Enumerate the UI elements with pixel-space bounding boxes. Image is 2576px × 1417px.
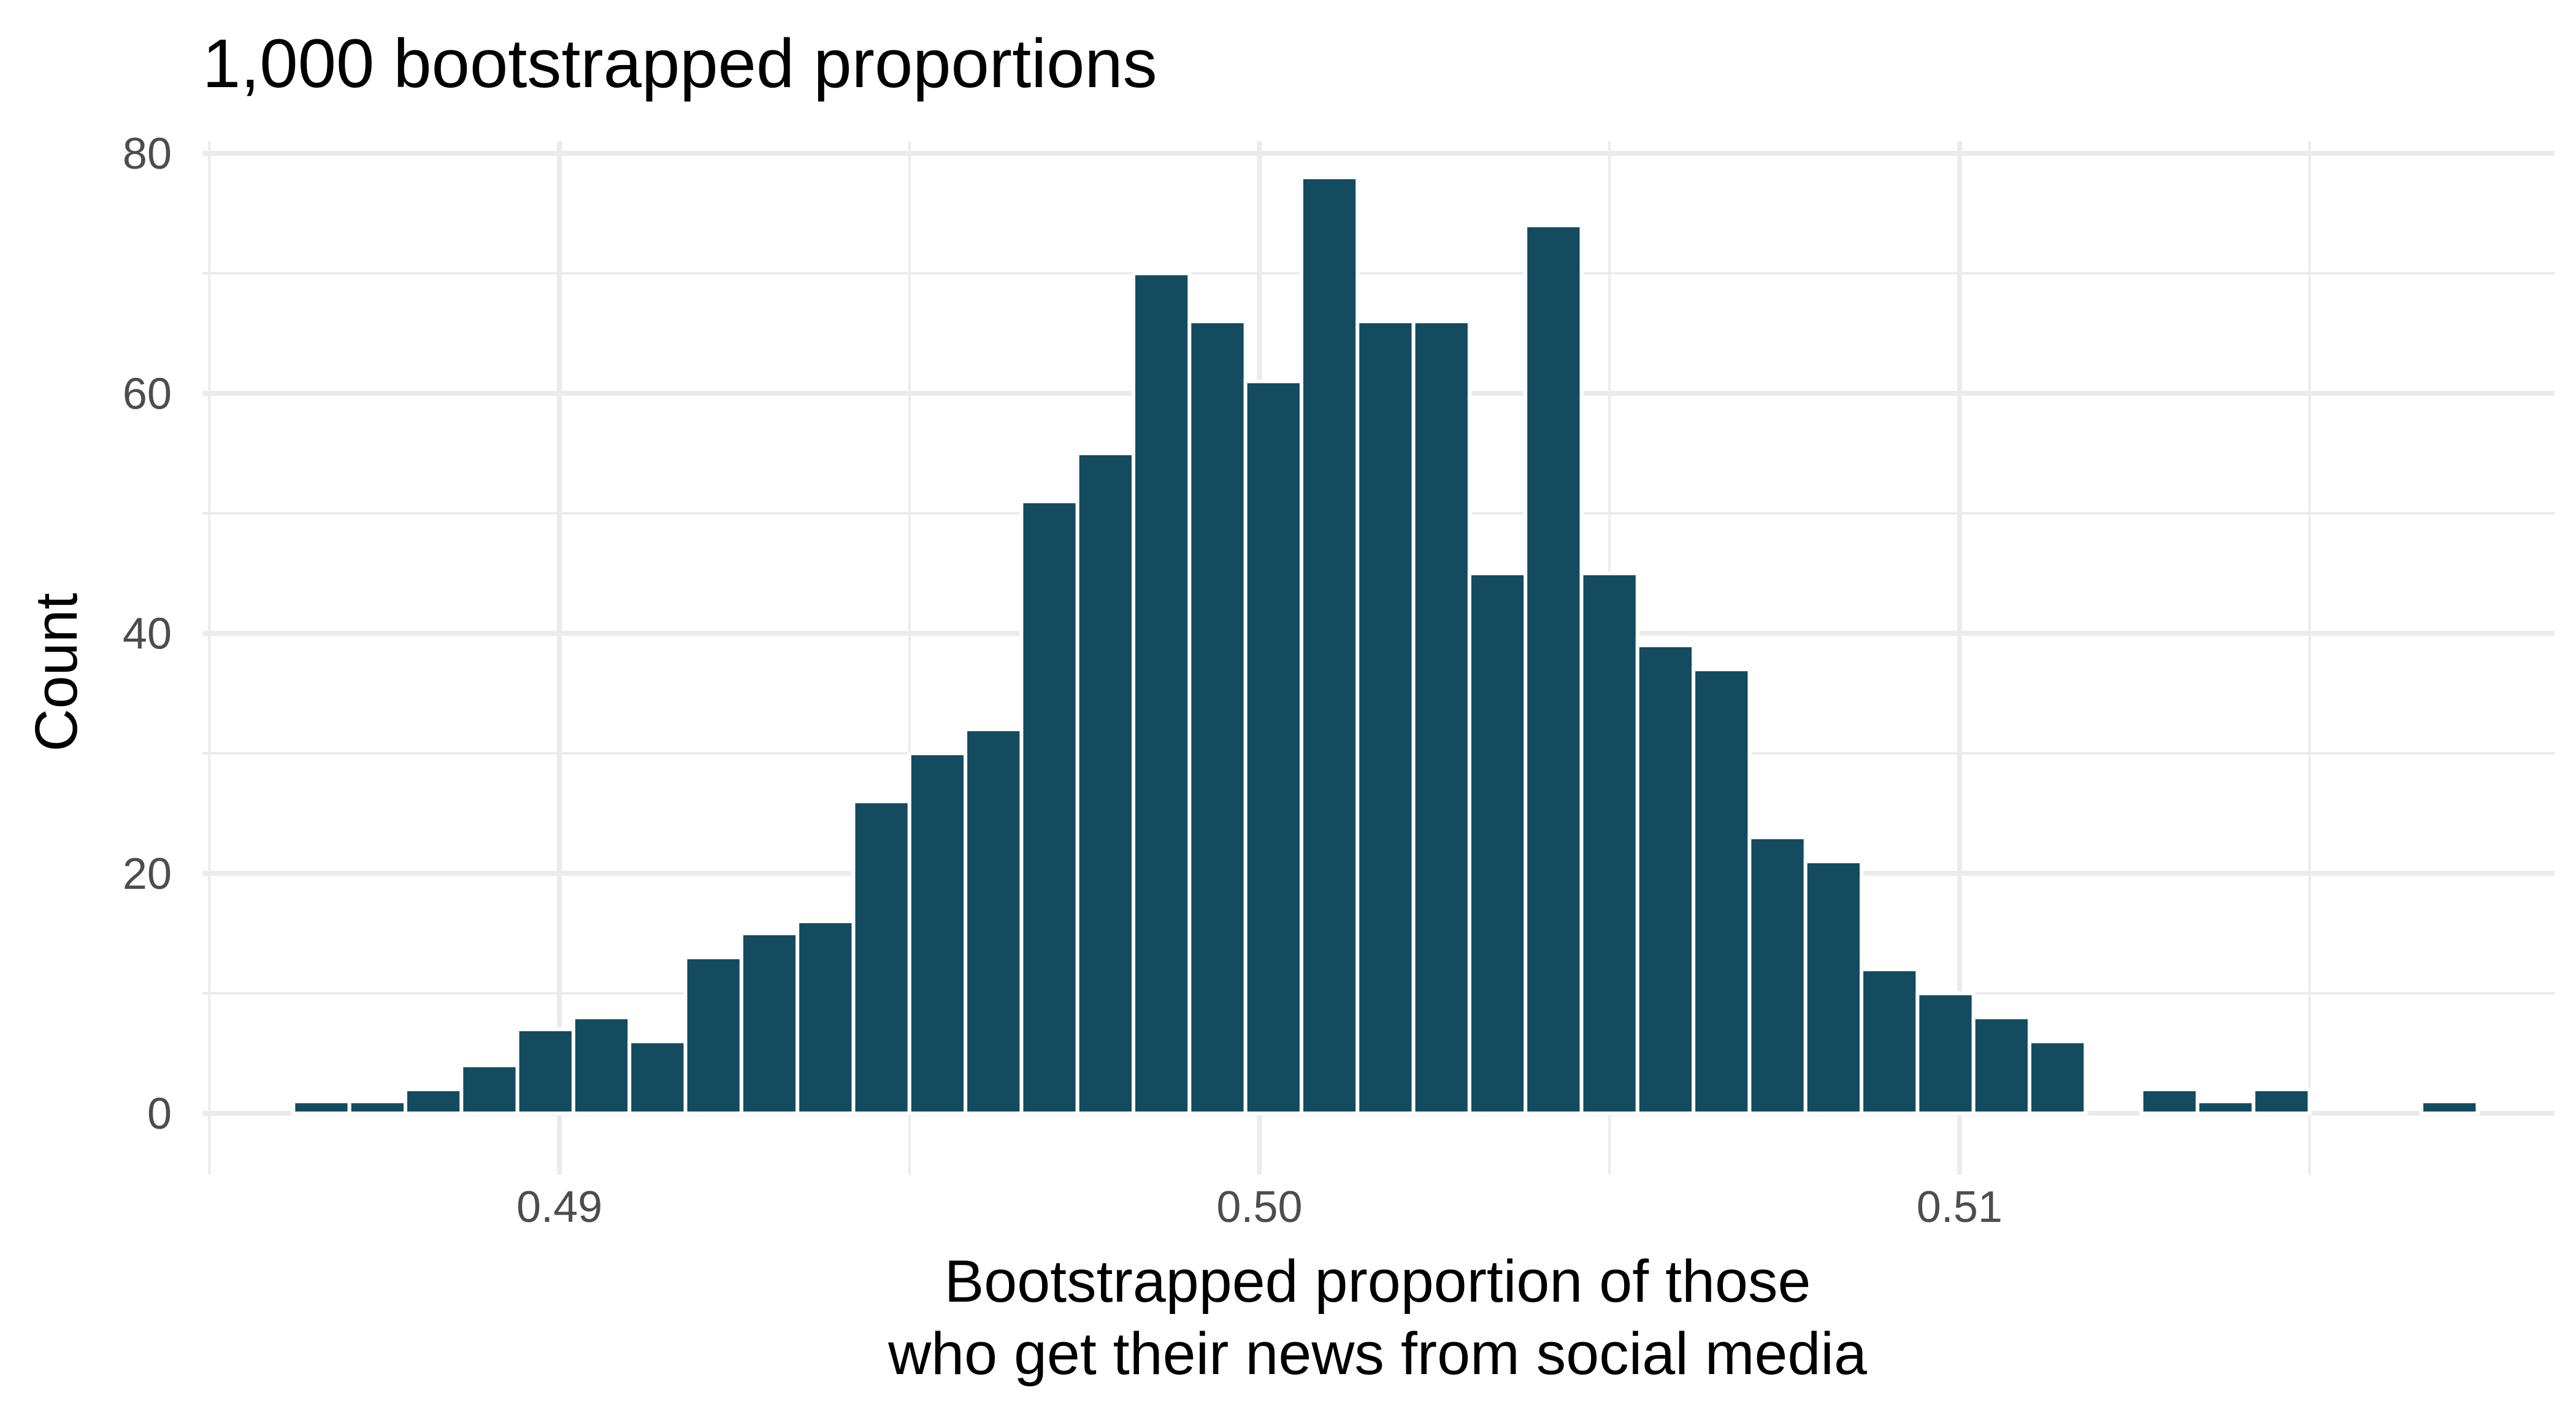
x-tick-label: 0.50: [1216, 1183, 1302, 1232]
histogram-bar: [1747, 835, 1807, 1115]
histogram-bar: [627, 1039, 688, 1115]
histogram-bar: [1971, 1015, 2031, 1115]
x-tick-label: 0.49: [516, 1183, 602, 1232]
histogram-bar: [571, 1015, 632, 1115]
y-tick-label: 60: [123, 369, 172, 418]
histogram-bar: [291, 1099, 351, 1115]
histogram-bar: [1299, 175, 1360, 1115]
histogram-bar: [515, 1027, 575, 1115]
histogram-bar: [1524, 223, 1584, 1115]
histogram-bar: [1915, 991, 1976, 1115]
y-tick-label: 20: [123, 850, 172, 899]
x-axis-title-line-1: Bootstrapped proportion of those: [945, 1248, 1811, 1315]
histogram-bar: [1019, 499, 1079, 1115]
histogram-bar: [1187, 319, 1248, 1115]
chart-title: 1,000 bootstrapped proportions: [202, 25, 1157, 102]
histogram-bar: [1860, 967, 1920, 1115]
histogram-bar: [739, 931, 800, 1115]
histogram-bar: [1075, 451, 1136, 1115]
histogram-bar: [2027, 1039, 2088, 1115]
histogram-bar: [2420, 1099, 2480, 1115]
histogram-bar: [2139, 1087, 2199, 1115]
y-tick-label: 0: [147, 1089, 172, 1139]
histogram-bar: [1355, 319, 1416, 1115]
histogram-bar: [964, 728, 1024, 1115]
histogram-bar: [851, 799, 911, 1115]
y-tick-label: 40: [123, 610, 172, 659]
y-axis-title: Count: [23, 593, 90, 752]
histogram-bar: [1579, 571, 1639, 1115]
bars: [291, 175, 2480, 1115]
histogram-bar: [1132, 271, 1192, 1115]
histogram-bar: [1692, 667, 1752, 1115]
x-tick-label: 0.51: [1917, 1183, 2003, 1232]
x-axis-ticks: 0.49 0.50 0.51: [516, 1183, 2003, 1232]
histogram-bar: [1411, 319, 1471, 1115]
histogram-bar: [459, 1063, 519, 1115]
histogram-bar: [907, 751, 968, 1115]
histogram-bar: [1803, 859, 1864, 1115]
histogram-bar: [403, 1087, 464, 1115]
histogram-bar: [1635, 643, 1696, 1115]
histogram-bar: [795, 920, 856, 1115]
y-tick-label: 80: [123, 129, 172, 179]
histogram-bar: [347, 1099, 407, 1115]
histogram-bar: [1243, 379, 1303, 1115]
histogram-bar: [2252, 1087, 2312, 1115]
y-axis-ticks: 0 20 40 60 80: [123, 129, 172, 1139]
histogram-bar: [1467, 571, 1528, 1115]
x-axis-title-line-2: who get their news from social media: [887, 1320, 1867, 1387]
histogram-bar: [683, 955, 743, 1115]
histogram-bar: [2195, 1099, 2256, 1115]
